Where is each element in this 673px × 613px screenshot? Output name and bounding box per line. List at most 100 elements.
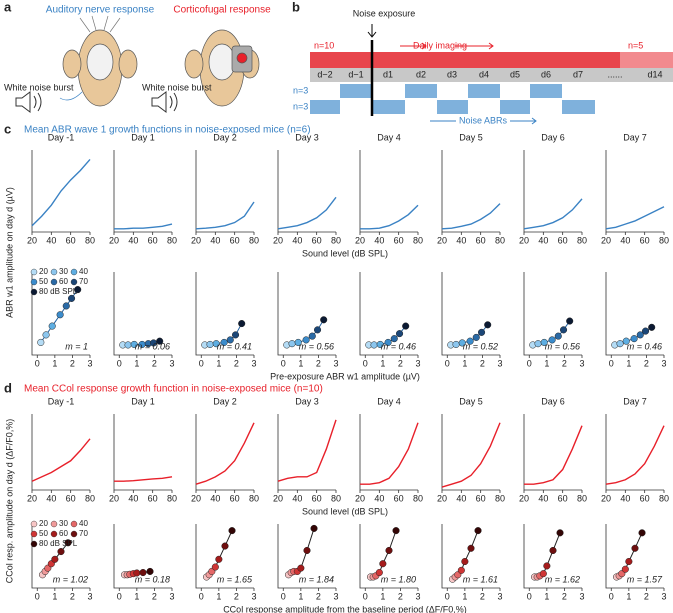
legend-marker [30, 288, 38, 296]
point [484, 321, 492, 329]
x-tick-label: 0 [35, 358, 40, 368]
x-tick-label: 40 [210, 235, 220, 245]
growth-line [605, 206, 665, 230]
x-tick-label: 80 [577, 235, 587, 245]
x-tick-label: 20 [273, 493, 283, 503]
point [559, 326, 568, 334]
day-label: d2 [416, 69, 426, 79]
x-tick-label: 80 [331, 235, 341, 245]
x-tick-label: 60 [558, 235, 568, 245]
x-tick-label: 60 [230, 493, 240, 503]
x-axis-label: Sound level (dB SPL) [302, 506, 388, 516]
point [616, 340, 624, 348]
x-tick-label: 40 [46, 493, 56, 503]
point [631, 544, 639, 552]
timeline [310, 24, 673, 125]
point [56, 311, 64, 319]
panel-title: Day 4 [377, 132, 401, 142]
x-tick-label: 80 [577, 493, 587, 503]
x-tick-label: 80 [249, 235, 259, 245]
x-tick-label: 3 [251, 358, 256, 368]
slope-label: m = 0.56 [545, 341, 580, 351]
point [288, 340, 296, 348]
x-tick-label: 2 [480, 358, 485, 368]
section-title: Mean ABR wave 1 growth functions in nois… [24, 125, 311, 136]
x-tick-label: 0 [445, 591, 450, 601]
x-tick-label: 60 [476, 235, 486, 245]
legend-marker [30, 540, 38, 548]
x-tick-label: 1 [298, 358, 303, 368]
axes [277, 272, 336, 356]
connect-line [616, 532, 643, 578]
x-tick-label: 2 [70, 591, 75, 601]
point [64, 539, 72, 547]
point [384, 338, 392, 346]
point [308, 332, 316, 340]
day-label: d5 [510, 69, 520, 79]
x-tick-label: 60 [476, 493, 486, 503]
abr-label: Noise ABRs [459, 115, 508, 125]
x-tick-label: 20 [27, 493, 37, 503]
point [461, 557, 469, 566]
panel-title: Day -1 [48, 132, 75, 142]
x-tick-label: 2 [316, 591, 321, 601]
growth-line [605, 425, 665, 485]
point [57, 548, 65, 556]
x-tick-label: 80 [495, 235, 505, 245]
point [124, 341, 132, 349]
x-tick-label: 80 [85, 235, 95, 245]
x-tick-label: 1 [298, 591, 303, 601]
x-tick-label: 40 [374, 493, 384, 503]
x-tick-label: 3 [579, 591, 584, 601]
growth-line [441, 203, 501, 230]
growth-line [441, 422, 501, 488]
axes [605, 414, 664, 491]
n-label: n=3 [293, 101, 308, 111]
x-tick-label: 0 [281, 591, 286, 601]
point [390, 335, 398, 343]
point [548, 336, 556, 344]
x-tick-label: 40 [374, 235, 384, 245]
slope-label: m = 1.62 [545, 574, 580, 584]
panel-title: Day 3 [295, 132, 319, 142]
x-tick-label: 60 [312, 493, 322, 503]
x-tick-label: 1 [462, 591, 467, 601]
x-tick-label: 0 [363, 358, 368, 368]
panel-title: Day 3 [295, 396, 319, 406]
axes [31, 272, 90, 356]
exposure-label: Noise exposure [353, 8, 416, 18]
x-tick-label: 1 [216, 591, 221, 601]
point [566, 317, 574, 325]
imaging-label: Daily imaging [413, 40, 467, 50]
legend-marker [50, 520, 58, 528]
legend-label: 70 [79, 277, 88, 286]
x-tick-label: 80 [413, 235, 423, 245]
x-tick-label: 2 [562, 591, 567, 601]
x-tick-label: 3 [333, 358, 338, 368]
x-tick-label: 40 [128, 235, 138, 245]
legend-marker [50, 278, 58, 286]
axes [441, 414, 500, 491]
axes [31, 414, 90, 491]
x-tick-label: 80 [659, 235, 669, 245]
growth-line [31, 159, 91, 227]
axes [359, 150, 418, 233]
point [370, 341, 378, 349]
x-tick-label: 1 [52, 358, 57, 368]
legend-label: 50 [39, 529, 48, 538]
point [472, 333, 480, 341]
x-tick-label: 20 [355, 235, 365, 245]
x-tick-label: 2 [316, 358, 321, 368]
legend-marker [70, 530, 78, 538]
x-tick-label: 1 [134, 591, 139, 601]
x-tick-label: 20 [437, 235, 447, 245]
x-tick-label: 0 [117, 358, 122, 368]
point [385, 546, 393, 555]
slope-label: m = 1.02 [53, 574, 88, 584]
x-tick-label: 40 [620, 235, 630, 245]
axes [359, 272, 418, 356]
x-tick-label: 80 [413, 493, 423, 503]
panel-title: Auditory nerve response [46, 5, 155, 16]
x-tick-label: 40 [46, 235, 56, 245]
x-tick-label: 20 [109, 493, 119, 503]
